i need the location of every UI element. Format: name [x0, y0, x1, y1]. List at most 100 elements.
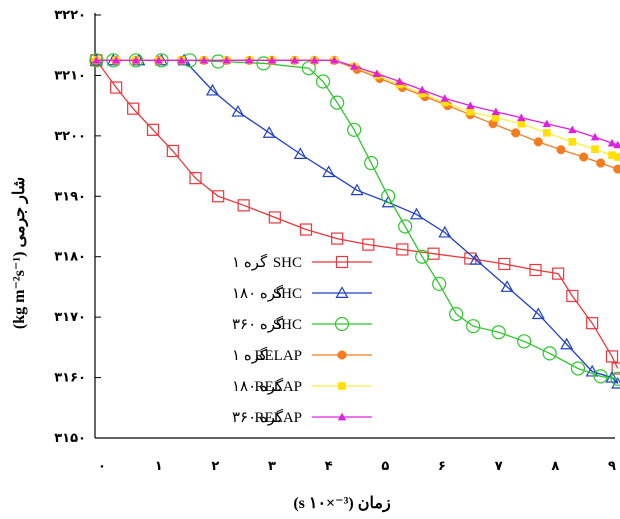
data-point — [322, 165, 336, 178]
data-point — [337, 350, 347, 360]
data-point — [417, 85, 427, 94]
data-point — [585, 364, 599, 377]
data-point — [596, 158, 606, 168]
data-point — [613, 164, 620, 174]
data-point — [415, 249, 430, 264]
data-point — [398, 219, 413, 234]
legend-item: گره ۱ SHC — [232, 253, 372, 271]
data-point — [491, 325, 506, 340]
data-point — [441, 98, 449, 107]
data-point — [293, 147, 307, 159]
x-tick-label: ۹ — [608, 459, 616, 474]
data-point — [154, 56, 163, 64]
series-line — [96, 59, 619, 385]
data-point — [440, 94, 450, 102]
data-point — [245, 56, 254, 64]
data-point — [111, 56, 121, 64]
data-point — [613, 153, 620, 161]
series-layer — [89, 53, 620, 389]
data-point — [469, 253, 483, 265]
data-point — [492, 113, 500, 122]
x-tick-label: ۰ — [98, 459, 106, 474]
data-point — [498, 257, 511, 271]
series-line — [95, 59, 619, 369]
x-tick-label: ۷ — [495, 459, 503, 474]
data-point — [372, 69, 382, 77]
data-point — [552, 267, 565, 280]
data-point — [268, 211, 281, 224]
data-point — [568, 138, 577, 146]
data-point — [205, 83, 220, 96]
data-point — [347, 122, 362, 137]
data-point — [362, 238, 375, 251]
data-point — [590, 132, 600, 141]
series-6 — [92, 56, 620, 149]
data-point — [586, 317, 599, 330]
data-point — [466, 101, 475, 110]
data-point — [591, 145, 599, 153]
data-point — [438, 225, 452, 238]
data-point — [212, 190, 225, 203]
y-tick-label: ۳۲۰۰ — [54, 129, 86, 144]
data-point — [579, 152, 589, 162]
data-point — [334, 316, 350, 332]
y-tick-label: ۳۱۵۰ — [54, 431, 86, 446]
data-point — [529, 263, 542, 277]
data-point — [189, 172, 202, 185]
data-point — [338, 382, 346, 390]
data-point — [560, 337, 574, 350]
x-tick-label: ۱ — [155, 459, 163, 474]
series-1 — [90, 54, 620, 375]
y-tick-label: ۳۲۲۰ — [54, 8, 86, 23]
data-point — [517, 334, 532, 349]
data-point — [491, 107, 501, 116]
legend-series-name: SHC — [273, 286, 302, 302]
x-axis-title: زمان (s ۱۰×⁻³) — [293, 495, 391, 513]
data-point — [542, 119, 552, 128]
data-point — [511, 128, 521, 138]
data-point — [613, 140, 620, 149]
data-point — [466, 319, 481, 334]
data-point — [301, 61, 316, 76]
data-point — [449, 307, 464, 322]
data-point — [409, 207, 424, 220]
data-point — [330, 95, 345, 110]
data-point — [222, 56, 231, 64]
data-point — [110, 81, 123, 94]
data-point — [146, 123, 160, 136]
axes: ۳۱۵۰ ۳۱۶۰ ۳۱۷۰ ۳۱۸۰ ۳۱۹۰ ۳۲۰۰ ۳۲۱۰ ۳۲۲۰ ۰ ۱ ۲ ۳ ۴ ۵ ۶ ۷… — [54, 8, 616, 474]
data-point — [568, 125, 577, 134]
y-tick-label: ۳۱۶۰ — [54, 371, 86, 386]
data-point — [364, 155, 379, 171]
data-point — [570, 361, 586, 376]
data-point — [337, 412, 347, 421]
data-point — [566, 289, 579, 303]
x-tick-label: ۴ — [325, 459, 333, 474]
legend-series-name: RELAP — [254, 348, 302, 364]
data-point — [267, 56, 277, 64]
y-axis-title: شار جرمی (kg m⁻²s⁻¹) — [11, 177, 29, 329]
data-point — [542, 346, 557, 361]
data-point — [593, 369, 608, 384]
data-point — [350, 183, 364, 196]
data-point — [543, 129, 551, 137]
x-tick-label: ۲ — [211, 459, 219, 474]
data-point — [199, 56, 209, 64]
data-point — [610, 371, 620, 386]
legend-series-name: SHC — [273, 317, 302, 333]
legend-series-name: RELAP — [254, 410, 302, 426]
data-point — [262, 126, 276, 138]
y-tick-label: ۳۱۹۰ — [54, 189, 86, 204]
data-point — [611, 362, 620, 375]
data-point — [290, 56, 299, 64]
data-point — [315, 74, 331, 89]
data-point — [331, 232, 344, 245]
data-point — [310, 56, 319, 64]
data-point — [500, 280, 514, 292]
data-point — [237, 199, 250, 212]
data-point — [395, 77, 404, 85]
